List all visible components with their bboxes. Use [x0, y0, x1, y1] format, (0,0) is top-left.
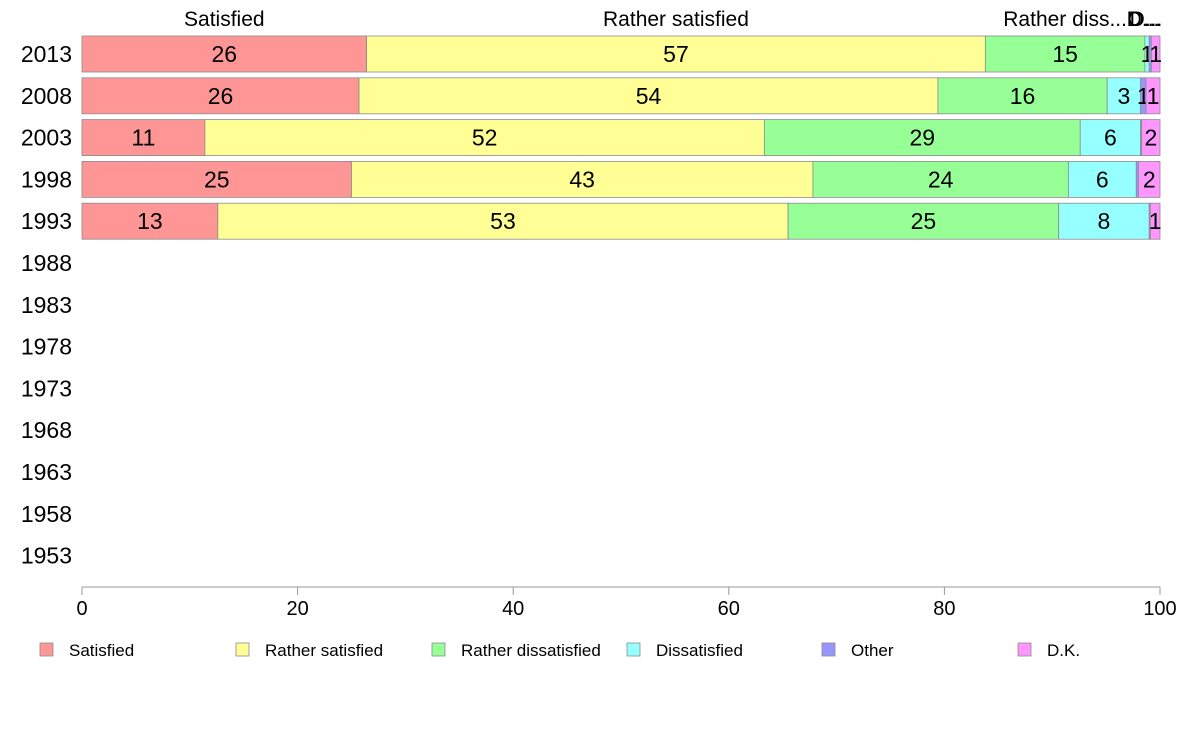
bar-value-label: 2 [1143, 166, 1156, 192]
x-tick-label: 80 [933, 598, 955, 620]
x-tick-label: 0 [76, 598, 87, 620]
bar-value-label: 24 [928, 166, 954, 192]
bar-segment [1067, 160, 1137, 198]
y-tick-label: 2003 [21, 125, 72, 151]
y-tick-label: 2013 [21, 41, 72, 67]
y-tick-label: 1958 [21, 501, 72, 527]
bar-segment [984, 35, 1146, 73]
column-label: D... [1130, 8, 1163, 31]
legend-swatch [39, 642, 54, 657]
bar-value-label: 25 [911, 208, 937, 234]
bar-segment [204, 119, 765, 156]
bar-value-label: 15 [1052, 41, 1078, 67]
bar-value-label: 54 [636, 83, 662, 109]
x-tick-label: 100 [1143, 598, 1176, 620]
bar-segment [81, 119, 206, 156]
bar-segment [217, 202, 789, 240]
column-label: O... [1128, 8, 1162, 31]
legend-label: Other [851, 641, 894, 660]
bar-value-label: 6 [1096, 166, 1109, 192]
x-axis: 0 20 40 60 80 100 [76, 586, 1177, 620]
bar-segment [1138, 160, 1161, 198]
x-tick-label: 40 [502, 598, 524, 620]
legend-swatch [235, 642, 250, 657]
bar-segment [351, 160, 814, 198]
legend-swatch [821, 642, 836, 657]
legend-swatch [1017, 642, 1032, 657]
bar-value-label: 25 [204, 166, 230, 192]
y-tick-label: 1998 [21, 166, 72, 192]
bar-segment [1079, 119, 1141, 156]
y-tick-label: 1978 [21, 334, 72, 360]
legend-label: Rather satisfied [265, 641, 383, 660]
bar-segment [1149, 202, 1161, 240]
bar-value-label: 1 [1149, 208, 1162, 234]
bar-segment [763, 119, 1081, 156]
bar-value-label: 3 [1117, 83, 1130, 109]
legend-label: Dissatisfied [656, 641, 743, 660]
bar-segment [1058, 202, 1150, 240]
bar-segment [81, 160, 352, 198]
bar-segment [81, 77, 360, 115]
y-tick-label: 1968 [21, 417, 72, 443]
bar-segment [812, 160, 1069, 198]
bar-value-label: 26 [208, 83, 234, 109]
y-axis: 2013 2008 2003 1998 1993 1988 1983 1978 1973 1968… [21, 41, 72, 569]
bar-segment [787, 202, 1060, 240]
y-tick-label: 1993 [21, 208, 72, 234]
column-label: D... [1127, 8, 1160, 31]
bar-value-label: 26 [211, 41, 237, 67]
legend-label: Rather dissatisfied [461, 641, 601, 660]
bar-segment [1141, 119, 1161, 156]
column-labels: Satisfied Rather satisfied Rather diss... D… [184, 8, 1162, 31]
bar-value-label: 2 [1144, 125, 1157, 151]
bar-value-label: 1 [1149, 41, 1162, 67]
legend-label: D.K. [1047, 641, 1080, 660]
legend: Satisfied Rather satisfied Rather dissatis… [39, 641, 1080, 660]
y-tick-label: 1953 [21, 543, 72, 569]
bar-value-label: 16 [1010, 83, 1036, 109]
bar-value-label: 6 [1104, 125, 1117, 151]
y-tick-label: 1973 [21, 375, 72, 401]
legend-swatch [431, 642, 446, 657]
bar-segment [1150, 35, 1161, 73]
bar-segment [937, 77, 1108, 115]
column-label: Rather satisfied [603, 8, 749, 31]
bar-value-label: 43 [569, 166, 595, 192]
column-label: Satisfied [184, 8, 265, 31]
legend-swatch [626, 642, 641, 657]
y-tick-label: 1983 [21, 292, 72, 318]
bar-value-label: 29 [910, 125, 936, 151]
bar-value-label: 8 [1098, 208, 1111, 234]
bar-segment [1106, 77, 1141, 115]
bar-value-label: 13 [137, 208, 163, 234]
x-tick-label: 20 [286, 598, 308, 620]
bar-segment [81, 35, 367, 73]
bar-value-label: 11 [132, 125, 156, 151]
bar-segment [1145, 77, 1161, 115]
column-label: Rather diss... [1003, 8, 1127, 31]
bar-value-label: 57 [663, 41, 689, 67]
bar-segment [81, 202, 219, 240]
bar-value-label: 52 [472, 125, 498, 151]
bar-segment [358, 77, 939, 115]
y-tick-label: 1988 [21, 250, 72, 276]
bar-value-label: 53 [490, 208, 516, 234]
x-tick-label: 60 [718, 598, 740, 620]
legend-label: Satisfied [69, 641, 134, 660]
y-tick-label: 1963 [21, 459, 72, 485]
y-tick-label: 2008 [21, 83, 72, 109]
bar-value-label: 1 [1147, 83, 1160, 109]
